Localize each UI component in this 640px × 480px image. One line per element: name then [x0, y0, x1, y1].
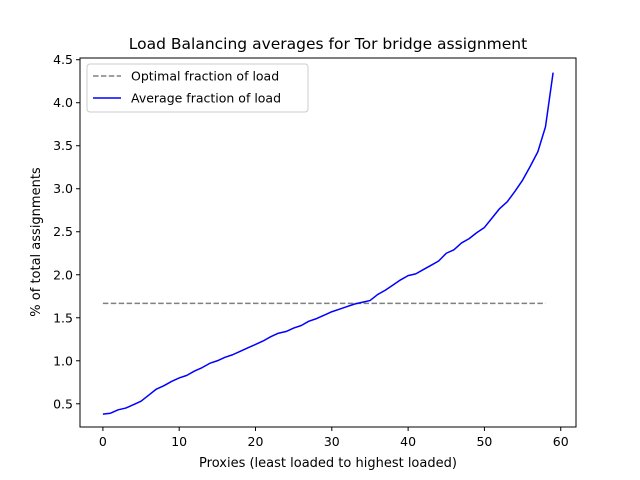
x-tick-label: 20	[248, 434, 264, 449]
legend-label-average: Average fraction of load	[131, 91, 281, 106]
series-line-average-fraction-of-load	[102, 72, 554, 415]
x-axis-label: Proxies (least loaded to highest loaded)	[199, 456, 457, 471]
x-axis-ticks: 0 10 20 30 40 50 60	[99, 427, 569, 449]
y-tick-label: 4.5	[53, 52, 73, 67]
y-tick-label: 1.0	[53, 353, 73, 368]
y-axis-ticks: 0.5 1.0 1.5 2.0 2.5 3.0 3.5 4.0 4.5	[53, 52, 80, 411]
legend: Optimal fraction of load Average fractio…	[86, 63, 309, 113]
y-tick-label: 0.5	[53, 396, 73, 411]
x-tick-label: 50	[476, 434, 492, 449]
x-tick-label: 0	[99, 434, 107, 449]
chart-title: Load Balancing averages for Tor bridge a…	[129, 35, 527, 53]
plot-frame	[79, 57, 577, 428]
x-tick-label: 40	[400, 434, 416, 449]
legend-box	[86, 63, 309, 113]
plot-lines	[102, 72, 554, 415]
legend-label-optimal: Optimal fraction of load	[131, 69, 279, 84]
y-tick-label: 3.0	[53, 181, 73, 196]
x-tick-label: 10	[171, 434, 187, 449]
y-tick-label: 4.0	[53, 95, 73, 110]
x-tick-label: 60	[553, 434, 569, 449]
y-tick-label: 1.5	[53, 310, 73, 325]
y-tick-label: 2.0	[53, 267, 73, 282]
y-tick-label: 2.5	[53, 224, 73, 239]
y-axis-label: % of total assignments	[29, 167, 44, 317]
x-tick-label: 30	[324, 434, 340, 449]
y-tick-label: 3.5	[53, 138, 73, 153]
